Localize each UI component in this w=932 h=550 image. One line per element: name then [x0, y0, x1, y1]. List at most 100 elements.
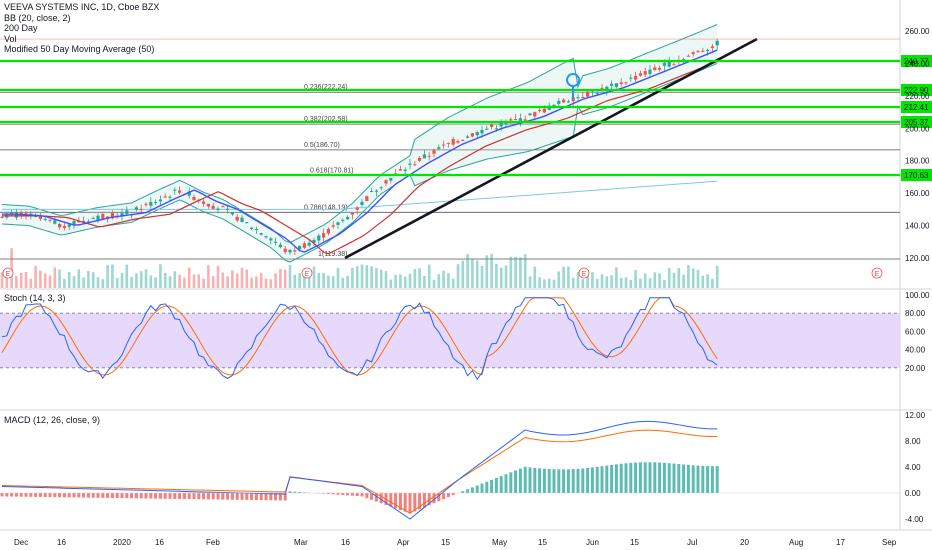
volume-bar	[706, 274, 709, 288]
candle-body	[312, 239, 316, 243]
macd-histogram-bar	[110, 493, 114, 498]
macd-histogram-bar	[115, 493, 119, 499]
trend-line	[344, 37, 758, 260]
candle-body	[710, 46, 714, 49]
volume-bar	[653, 272, 657, 288]
candle-body	[528, 113, 532, 116]
macd-histogram-bar	[576, 468, 580, 493]
candle-body	[235, 216, 239, 221]
candle-body	[317, 235, 321, 241]
macd-histogram-bar	[72, 493, 76, 498]
volume-bar	[403, 276, 407, 288]
candle-body	[206, 203, 210, 207]
volume-bar	[130, 276, 133, 288]
candle-body	[658, 67, 662, 70]
macd-histogram-bar	[475, 485, 479, 493]
volume-bar	[351, 267, 354, 288]
candle-body	[533, 112, 537, 117]
price-tick: 160.00	[905, 189, 930, 198]
candle-body	[384, 180, 388, 184]
volume-bar	[384, 271, 388, 288]
legend-vol[interactable]: Vol	[4, 33, 17, 44]
volume-bar	[408, 273, 412, 288]
volume-bar	[149, 275, 153, 288]
candle-body	[475, 131, 479, 136]
volume-bar	[77, 269, 81, 288]
volume-bar	[379, 269, 383, 288]
volume-bar	[279, 269, 282, 288]
legend-200day[interactable]: 200 Day	[4, 23, 38, 33]
volume-bar	[619, 277, 623, 288]
volume-bar	[264, 278, 268, 288]
macd-histogram-bar	[566, 469, 570, 493]
candle-body	[624, 82, 628, 84]
macd-label[interactable]: MACD (12, 26, close, 9)	[4, 415, 101, 425]
macd-histogram-bar	[283, 493, 287, 501]
macd-histogram-bar	[211, 493, 215, 500]
stoch-label[interactable]: Stoch (14, 3, 3)	[4, 293, 66, 303]
macd-histogram-bar	[197, 493, 201, 500]
candle-body	[432, 150, 436, 154]
time-tick: 15	[441, 538, 450, 547]
candle-body	[96, 215, 100, 221]
stoch-tick: 100.00	[905, 291, 930, 300]
fib-label: 0.618(170.81)	[310, 168, 354, 175]
volume-bar	[418, 268, 421, 288]
legend-ma50[interactable]: Modified 50 Day Moving Average (50)	[4, 44, 155, 54]
legend-symbol[interactable]: VEEVA SYSTEMS INC, 1D, Cboe BZX	[4, 2, 160, 12]
candle-body	[590, 91, 594, 93]
ma-blue-line	[2, 49, 718, 253]
volume-bar	[288, 264, 292, 288]
macd-histogram-bar	[518, 468, 522, 493]
macd-histogram-bar	[494, 477, 498, 493]
candle-body	[77, 220, 81, 223]
volume-bar	[159, 264, 162, 288]
candle-body	[557, 100, 561, 104]
macd-histogram-bar	[278, 493, 282, 501]
candle-body	[350, 212, 354, 215]
price-tick: 240.00	[905, 59, 930, 68]
volume-bar	[96, 277, 100, 288]
candle-body	[538, 109, 542, 111]
price-tick: 180.00	[905, 157, 930, 166]
earnings-marker	[2, 267, 14, 279]
candle-body	[336, 222, 340, 225]
volume-bar	[629, 279, 633, 288]
candle-body	[154, 202, 158, 204]
macd-histogram-bar	[240, 493, 244, 500]
macd-histogram-bar	[24, 493, 28, 497]
volume-bar	[327, 275, 330, 288]
candle-body	[576, 97, 580, 99]
macd-histogram-bar	[586, 468, 590, 493]
volume-bar	[399, 274, 402, 288]
volume-bar	[144, 269, 148, 288]
macd-histogram-bar	[82, 493, 86, 498]
macd-histogram-bar	[163, 493, 167, 499]
price-tick: 220.00	[905, 92, 930, 101]
candle-body	[259, 233, 263, 235]
volume-bar	[658, 273, 661, 288]
macd-histogram-bar	[691, 465, 695, 493]
macd-histogram-bar	[605, 465, 609, 493]
macd-histogram-bar	[302, 492, 306, 493]
macd-histogram-bar	[192, 493, 196, 500]
volume-bar	[370, 266, 373, 288]
macd-histogram-bar	[686, 464, 690, 493]
macd-tick: 8.00	[905, 437, 921, 446]
volume-bar	[485, 255, 489, 288]
macd-histogram-bar	[466, 489, 470, 493]
candle-body	[518, 118, 522, 122]
candle-body	[326, 228, 330, 234]
macd-histogram-bar	[10, 493, 14, 497]
price-badge-label: 205.37	[904, 118, 929, 127]
candle-body	[202, 201, 206, 204]
macd-histogram-bar	[245, 493, 249, 500]
volume-bar	[610, 275, 613, 288]
candle-body	[274, 241, 278, 243]
macd-histogram-bar	[653, 462, 657, 493]
legend-bb[interactable]: BB (20, close, 2)	[4, 12, 71, 23]
macd-histogram-bar	[547, 468, 551, 493]
macd-histogram-bar	[533, 467, 537, 493]
